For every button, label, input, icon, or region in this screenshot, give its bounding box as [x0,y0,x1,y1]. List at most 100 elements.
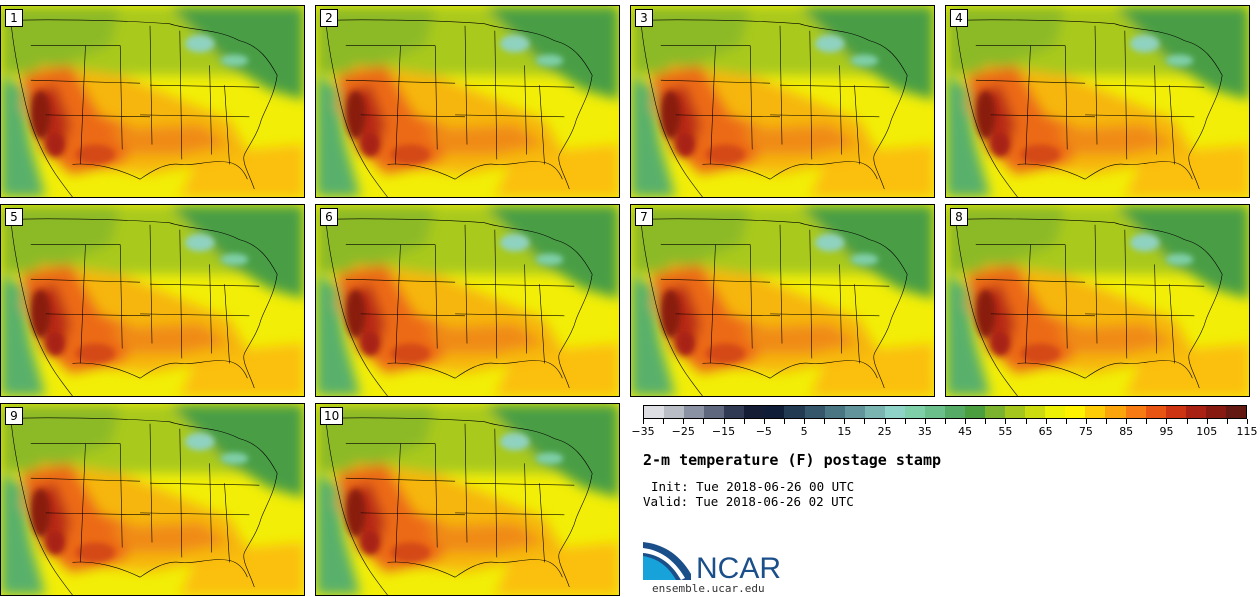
colorbar-tick [1065,419,1067,424]
colorbar-tick [663,419,665,424]
member-number: 3 [635,9,653,27]
colorbar-swatch [1125,406,1146,418]
member-panel[interactable]: 10 [315,403,620,596]
colorbar-tick-label: −5 [755,425,772,438]
colorbar-tick-label: 5 [800,425,808,438]
colorbar-tick-label: 75 [1078,425,1093,438]
logo-wordmark: NCAR [696,552,781,582]
colorbar-swatch [744,406,765,418]
temperature-map [946,6,1249,197]
member-number: 8 [950,208,968,226]
colorbar-tick-label: 55 [998,425,1013,438]
colorbar-tick-label: 115 [1236,425,1258,438]
colorbar-tick [844,419,846,424]
colorbar-swatch [924,406,945,418]
colorbar-tick-label: 105 [1196,425,1218,438]
temperature-map [316,6,619,197]
colorbar-swatch [864,406,885,418]
colorbar-tick [884,419,886,424]
colorbar-tick-label: −35 [631,425,655,438]
colorbar-tick [643,419,644,424]
member-panel[interactable]: 3 [630,5,935,198]
temperature-map [316,205,619,396]
colorbar-tick-label: 35 [917,425,932,438]
colorbar-swatch [644,406,665,418]
colorbar-tick [683,419,685,424]
colorbar-tick [804,419,806,424]
member-panel[interactable]: 2 [315,5,620,198]
colorbar-swatch [1085,406,1106,418]
member-panel[interactable]: 5 [0,204,305,397]
member-number: 2 [320,9,338,27]
member-panel[interactable]: 9 [0,403,305,596]
colorbar-tick [1186,419,1188,424]
colorbar-swatch [884,406,905,418]
colorbar-tick [1106,419,1108,424]
colorbar-swatch [784,406,805,418]
colorbar-tick-label: 95 [1159,425,1174,438]
colorbar-tick [1166,419,1168,424]
member-panel[interactable]: 6 [315,204,620,397]
colorbar-tick-label: 85 [1119,425,1134,438]
colorbar-swatch [965,406,986,418]
init-time: Init: Tue 2018-06-26 00 UTC [651,479,855,494]
colorbar-swatch [1225,406,1246,418]
member-number: 5 [5,208,23,226]
colorbar-tick [864,419,866,424]
colorbar-tick [1247,419,1248,424]
colorbar-tick [904,419,906,424]
colorbar-tick [985,419,987,424]
colorbar-tick [1025,419,1027,424]
colorbar-tick [1226,419,1228,424]
colorbar-tick [1146,419,1148,424]
colorbar-swatch [844,406,865,418]
colorbar-tick [965,419,967,424]
colorbar-swatch [684,406,705,418]
colorbar-tick-label: −15 [711,425,736,438]
colorbar-swatch [944,406,965,418]
temperature-map [631,205,934,396]
page-title: 2-m temperature (F) postage stamp [643,451,942,469]
colorbar-tick [924,419,926,424]
colorbar-swatch [1185,406,1206,418]
temperature-map [1,404,304,595]
colorbar-swatch [1045,406,1066,418]
colorbar-swatch [764,406,785,418]
member-panel[interactable]: 8 [945,204,1250,397]
logo-url: ensemble.ucar.edu [652,582,765,595]
colorbar-tick [824,419,826,424]
member-number: 1 [5,9,23,27]
colorbar-tick [1126,419,1128,424]
colorbar-tick-label: −25 [671,425,695,438]
colorbar-tick [723,419,725,424]
colorbar-tick [743,419,745,424]
colorbar-swatch [985,406,1006,418]
colorbar-tick-label: 15 [837,425,852,438]
colorbar-tick-label: 25 [877,425,892,438]
colorbar-swatch [1005,406,1026,418]
colorbar-tick [1005,419,1007,424]
colorbar-tick [1085,419,1087,424]
colorbar-swatch [1165,406,1186,418]
colorbar-tick [945,419,946,424]
colorbar-swatch [824,406,845,418]
colorbar-tick [1206,419,1208,424]
temperature-map [316,404,619,595]
colorbar-swatch [904,406,925,418]
colorbar-tick-label: 65 [1038,425,1053,438]
temperature-map [946,205,1249,396]
temperature-map [1,205,304,396]
colorbar-swatch [1205,406,1226,418]
colorbar-swatch [664,406,685,418]
member-number: 10 [320,407,344,425]
colorbar-ticks [643,419,1248,425]
member-number: 6 [320,208,338,226]
colorbar-swatch [1025,406,1046,418]
colorbar-tick-labels: −35 −25 −15 −5 5 15 25 35 45 55 65 75 85 95 105 115 [631,425,1257,439]
colorbar-tick [763,419,765,424]
member-panel[interactable]: 7 [630,204,935,397]
temperature-map [1,6,304,197]
member-panel[interactable]: 4 [945,5,1250,198]
colorbar-tick-label: 45 [958,425,973,438]
member-panel[interactable]: 1 [0,5,305,198]
